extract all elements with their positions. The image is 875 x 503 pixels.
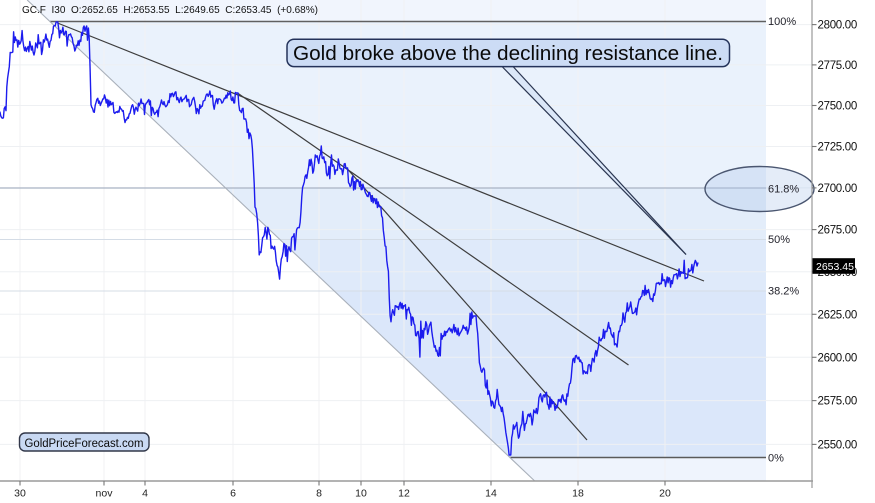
svg-text:18: 18 — [572, 488, 584, 500]
svg-text:100%: 100% — [768, 16, 796, 28]
svg-text:12: 12 — [398, 488, 410, 500]
svg-text:GoldPriceForecast.com: GoldPriceForecast.com — [25, 438, 144, 450]
svg-text:Gold broke above the declining: Gold broke above the declining resistanc… — [293, 42, 723, 65]
svg-text:2550.00: 2550.00 — [818, 439, 857, 451]
svg-text:0%: 0% — [768, 453, 784, 465]
svg-text:nov: nov — [96, 488, 114, 500]
svg-text:2775.00: 2775.00 — [818, 60, 857, 72]
svg-text:2653.45: 2653.45 — [816, 261, 854, 273]
svg-text:2600.00: 2600.00 — [818, 352, 857, 364]
svg-text:50%: 50% — [768, 234, 790, 246]
svg-text:2700.00: 2700.00 — [818, 183, 857, 195]
svg-text:38.2%: 38.2% — [768, 286, 799, 298]
svg-text:2800.00: 2800.00 — [818, 20, 857, 32]
svg-text:8: 8 — [316, 488, 322, 500]
svg-text:6: 6 — [230, 488, 236, 500]
svg-text:GC.F I30 O:2652.65 H:2653.5: GC.F I30 O:2652.65 H:2653.55 L:2649.65 C… — [22, 4, 318, 16]
svg-text:61.8%: 61.8% — [768, 184, 799, 196]
svg-text:20: 20 — [659, 488, 671, 500]
svg-text:2575.00: 2575.00 — [818, 396, 857, 408]
svg-text:4: 4 — [142, 488, 148, 500]
svg-text:14: 14 — [485, 488, 497, 500]
svg-text:2725.00: 2725.00 — [818, 142, 857, 154]
svg-text:10: 10 — [355, 488, 367, 500]
svg-text:2675.00: 2675.00 — [818, 225, 857, 237]
svg-text:2625.00: 2625.00 — [818, 309, 857, 321]
svg-text:30: 30 — [14, 488, 26, 500]
svg-text:2750.00: 2750.00 — [818, 101, 857, 113]
